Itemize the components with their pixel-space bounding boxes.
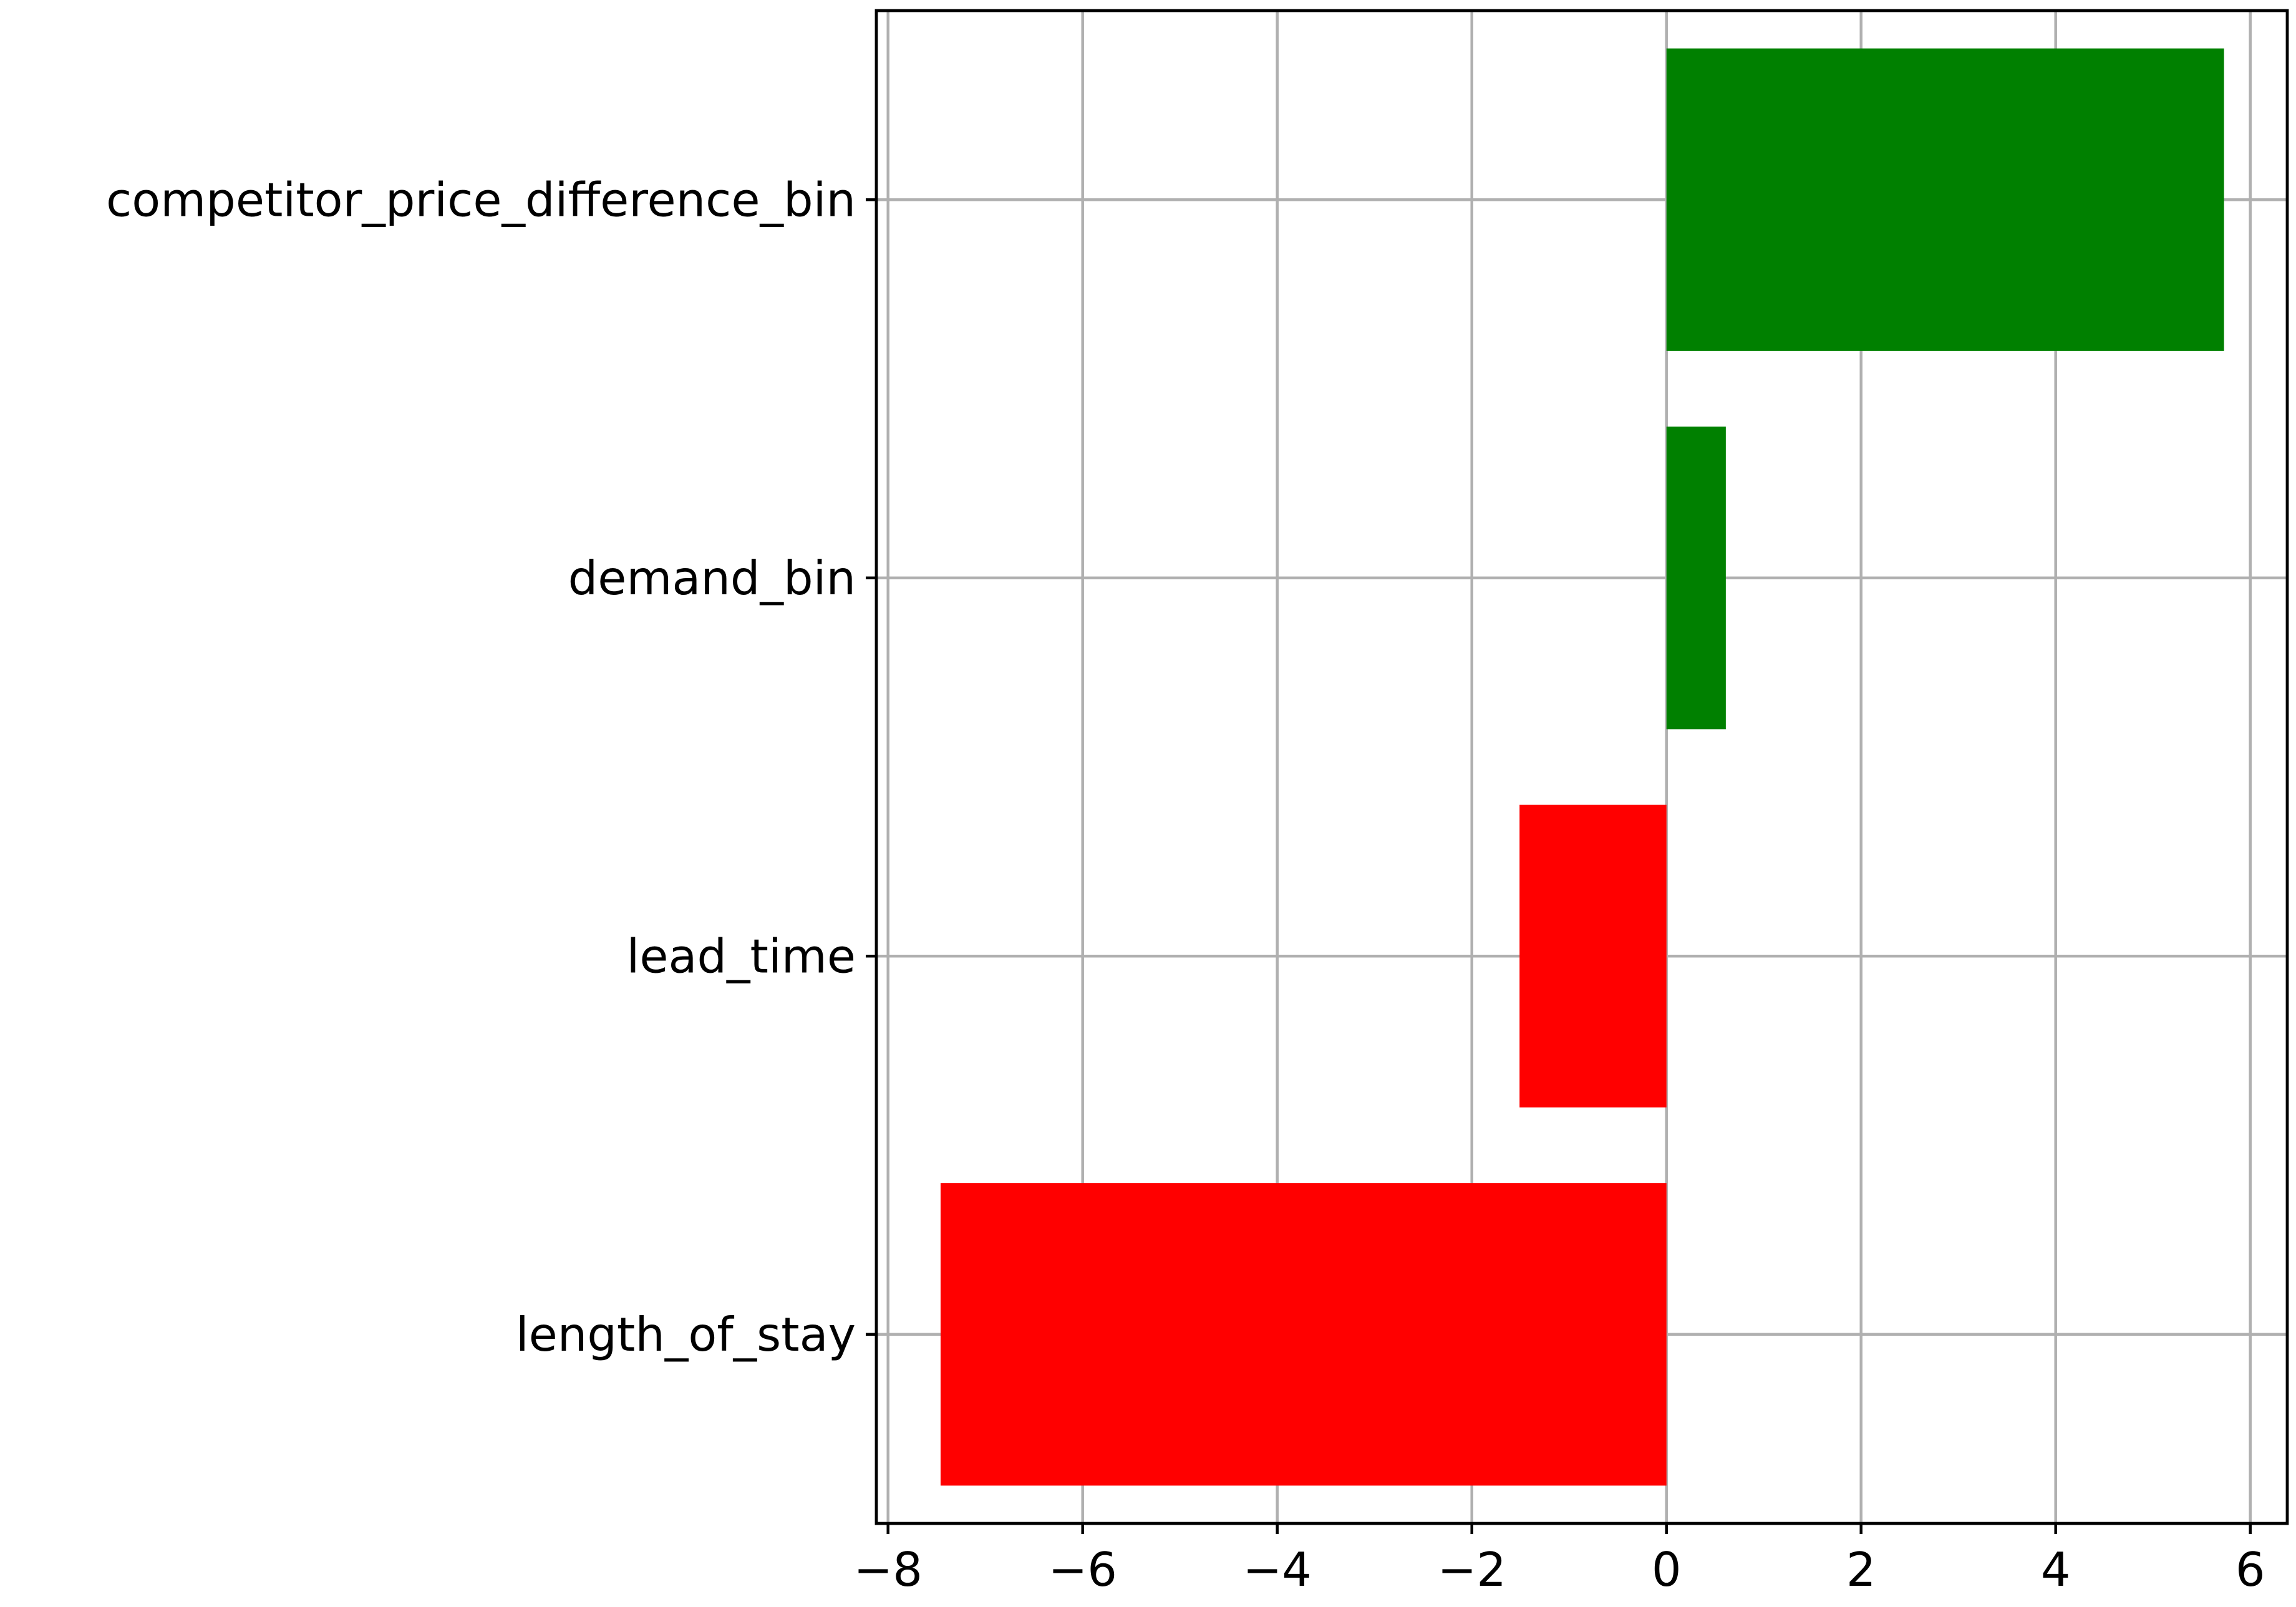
plot-frame: [874, 9, 2289, 1525]
x-tick-label: 0: [1652, 1542, 1682, 1597]
x-tick-label: −8: [853, 1542, 923, 1597]
ticks: [866, 198, 2252, 1534]
x-tick-label: −2: [1437, 1542, 1506, 1597]
y-tick-label: demand_bin: [568, 551, 856, 606]
y-tick-label: competitor_price_difference_bin: [106, 172, 856, 227]
bar: [1519, 804, 1667, 1108]
y-tick-label: lead_time: [627, 929, 856, 983]
y-tick-label: length_of_stay: [516, 1307, 856, 1362]
bars: [940, 48, 2224, 1486]
bar: [1666, 48, 2224, 351]
x-tick-label: −6: [1048, 1542, 1117, 1597]
tick-labels: −8 −6 −4 −2 0 2 4 6 competitor_price_difference_…: [106, 172, 2265, 1597]
x-tick-label: 6: [2235, 1542, 2265, 1597]
bar: [940, 1183, 1667, 1486]
x-tick-label: −4: [1242, 1542, 1312, 1597]
bar: [1666, 427, 1726, 730]
x-tick-label: 4: [2041, 1542, 2071, 1597]
x-tick-label: 2: [1846, 1542, 1876, 1597]
